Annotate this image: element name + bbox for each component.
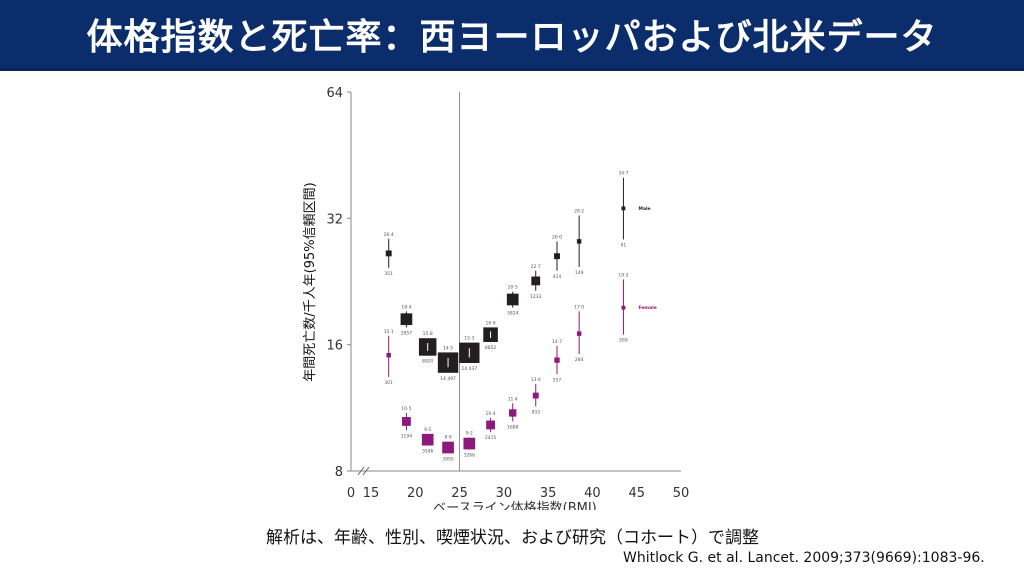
- x-tick-group: 0 15 20 25 30 35 40 45 50: [347, 486, 689, 501]
- male-deaths-label: 3824: [507, 311, 519, 317]
- female-rate-label: 17·0: [574, 304, 584, 310]
- male-rate-label: 34·7: [618, 171, 628, 177]
- male-rate-label: 15·3: [464, 336, 474, 342]
- y-tick-label: 32: [326, 212, 343, 227]
- male-deaths-label: 8852: [485, 345, 497, 351]
- slide-header: 体格指数と死亡率：西ヨーロッパおよび北米データ: [0, 0, 1024, 68]
- female-rate-marker: [532, 392, 539, 399]
- male-deaths-label: 91: [621, 242, 627, 248]
- female-rate-marker: [402, 417, 411, 426]
- male-rate-label: 22·7: [531, 264, 541, 270]
- male-rate-label: 16·9: [486, 320, 496, 326]
- y-axis-label: 年間死亡数/千人年(95%信頼区間): [303, 182, 318, 381]
- female-deaths-label: 2415: [485, 435, 497, 441]
- female-deaths-label: 284: [575, 357, 584, 363]
- female-rate-label: 14·7: [552, 339, 562, 345]
- male-deaths-label: 2957: [401, 330, 413, 336]
- x-tick-label: 15: [363, 486, 380, 501]
- female-rate-label: 13·0: [531, 377, 541, 383]
- female-rate-marker: [509, 409, 517, 417]
- x-axis-label: ベースライン体格指数(BMI): [433, 500, 596, 510]
- female-deaths-label: 557: [553, 377, 562, 383]
- female-rate-marker: [486, 420, 495, 430]
- female-rate-label: 9·5: [424, 427, 431, 433]
- y-tick-label: 64: [326, 86, 343, 101]
- female-rate-marker: [442, 441, 454, 454]
- male-rate-label: 26·4: [384, 232, 394, 238]
- legend-female: Female: [638, 305, 656, 311]
- male-deaths-label: 149: [575, 270, 584, 276]
- x-tick-label: 0: [347, 486, 355, 501]
- citation: Whitlock G. et al. Lancet. 2009;373(9669…: [623, 550, 985, 566]
- male-rate-label: 26·0: [552, 234, 562, 240]
- y-tick-group: 8 16 32 64: [326, 86, 351, 480]
- female-deaths-label: 933: [531, 409, 540, 415]
- male-deaths-label: 8920: [422, 359, 434, 365]
- x-tick-label: 30: [496, 486, 513, 501]
- female-rate-marker: [554, 357, 560, 363]
- header-divider: [0, 68, 1024, 71]
- legend-male: Male: [638, 206, 650, 212]
- female-deaths-label: 3546: [422, 449, 434, 455]
- female-rate-label: 19·2: [618, 272, 628, 278]
- x-tick-label: 40: [584, 486, 601, 501]
- male-rate-marker: [554, 253, 560, 260]
- female-deaths-label: 1194: [401, 433, 413, 439]
- slide-title: 体格指数と死亡率：西ヨーロッパおよび北米データ: [86, 17, 938, 58]
- female-rate-marker: [463, 437, 476, 450]
- male-rate-label: 14·5: [443, 345, 453, 351]
- female-deaths-label: 3266: [464, 453, 476, 459]
- male-rate-marker: [400, 313, 413, 326]
- male-deaths-label: 14 497: [440, 376, 456, 382]
- female-rate-label: 10·5: [401, 406, 411, 412]
- x-tick-label: 50: [673, 486, 690, 501]
- female-rate-label: 9·2: [466, 431, 473, 437]
- y-tick-label: 16: [326, 339, 343, 354]
- x-tick-label: 20: [407, 486, 424, 501]
- male-rate-marker: [385, 250, 392, 257]
- female-rate-marker: [386, 352, 391, 358]
- female-rate-label: 15·1: [384, 329, 394, 335]
- x-tick-label: 25: [451, 486, 468, 501]
- female-rate-marker: [576, 331, 582, 336]
- female-rate-label: 10·4: [486, 411, 496, 417]
- male-deaths-label: 414: [553, 274, 562, 280]
- male-deaths-label: 1233: [530, 294, 542, 300]
- female-deaths-label: 1688: [507, 424, 519, 430]
- male-rate-marker: [621, 206, 626, 211]
- x-tick-label: 35: [540, 486, 557, 501]
- male-rate-label: 15·8: [423, 331, 433, 337]
- x-tick-label: 45: [628, 486, 645, 501]
- female-rate-marker: [621, 305, 626, 310]
- female-deaths-label: 301: [384, 380, 393, 386]
- male-rate-label: 28·2: [574, 209, 584, 215]
- male-deaths-label: 351: [384, 271, 393, 277]
- plot-area-bg: [351, 88, 681, 473]
- female-deaths-label: 3995: [442, 456, 454, 462]
- y-tick-label: 8: [335, 465, 343, 480]
- x-axis-break-mark-1: [357, 466, 365, 476]
- female-deaths-label: 269: [619, 338, 628, 344]
- female-rate-label: 11·4: [508, 396, 518, 402]
- female-rate-marker: [421, 433, 434, 446]
- male-rate-marker: [506, 293, 519, 306]
- female-rate-label: 8·9: [444, 435, 451, 441]
- male-rate-marker: [576, 239, 582, 244]
- adjustment-footnote: 解析は、年齢、性別、喫煙状況、および研究（コホート）で調整: [266, 528, 759, 548]
- data-marks: 26·4 351 18·4 2957 15·8 8920 14·5 14 497 15·3 14 …: [384, 171, 629, 463]
- male-rate-label: 18·4: [401, 304, 411, 310]
- x-axis-break-mark-2: [362, 466, 370, 476]
- male-deaths-label: 14 437: [461, 366, 477, 372]
- male-rate-label: 20·5: [508, 285, 518, 291]
- male-rate-marker: [531, 276, 541, 286]
- bmi-mortality-chart: 8 16 32 64 0 15 20 25 30 35 40 45 50 26·4 351 18·4 295…: [303, 86, 689, 510]
